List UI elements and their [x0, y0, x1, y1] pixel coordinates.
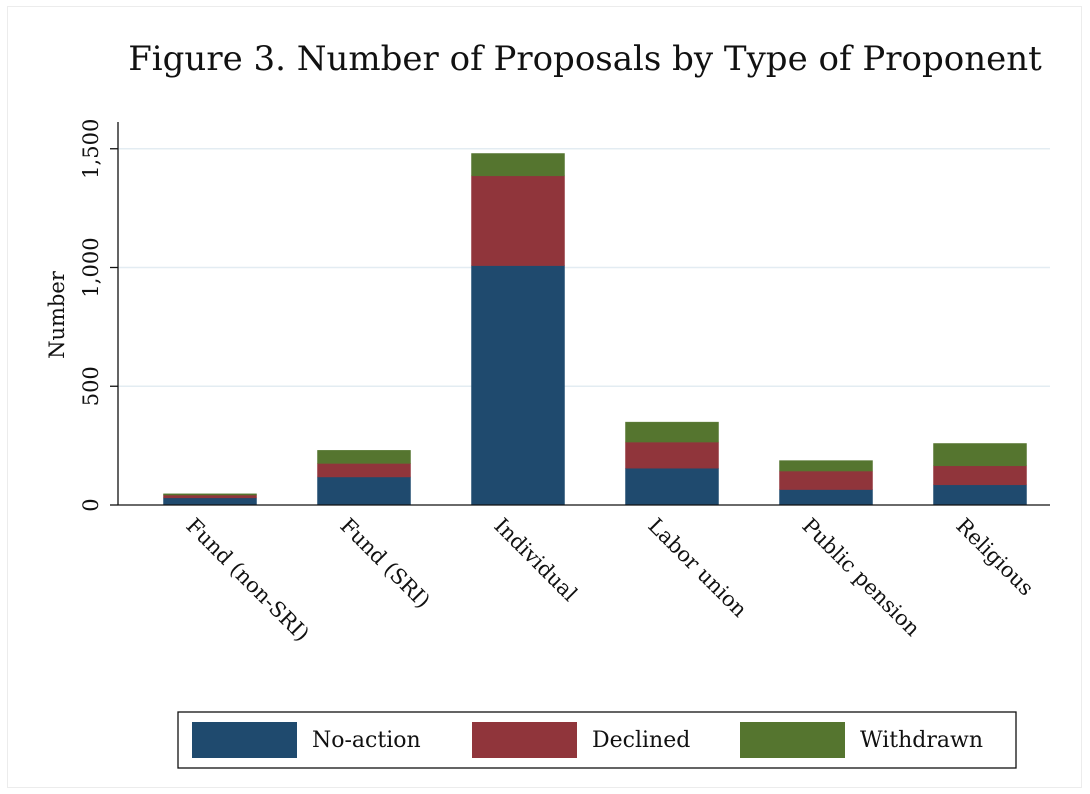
bar-segment — [933, 465, 1027, 486]
legend-swatch — [192, 722, 297, 758]
x-tick-label: Labor union — [643, 514, 751, 622]
legend-swatch — [740, 722, 845, 758]
y-tick-label: 500 — [79, 366, 103, 406]
x-tick-label: Fund (non-SRI) — [181, 514, 314, 647]
bar-segment — [625, 421, 719, 443]
y-tick-label: 1,000 — [79, 237, 103, 297]
legend-label: No-action — [312, 728, 421, 753]
bar-segment — [163, 494, 257, 499]
bar-segment — [625, 441, 719, 469]
bar-segment — [471, 175, 565, 266]
chart-title: Figure 3. Number of Proposals by Type of… — [128, 39, 1042, 79]
y-tick-label: 0 — [79, 498, 103, 511]
legend-swatch — [472, 722, 577, 758]
bar-segment — [317, 450, 411, 464]
gridlines — [118, 148, 1050, 387]
bar-segment — [933, 484, 1027, 506]
legend-box — [177, 711, 1017, 769]
bar-segment — [163, 493, 257, 496]
bar-segment — [317, 476, 411, 506]
legend: No-action Declined Withdrawn — [177, 711, 1017, 769]
bar-segment — [625, 467, 719, 506]
x-tick-label: Religious — [951, 514, 1038, 601]
y-tick-label: 1,500 — [79, 119, 103, 179]
bar-segment — [779, 489, 873, 506]
bar-segment — [317, 463, 411, 478]
x-tick-label: Individual — [489, 514, 582, 607]
x-tick-label: Fund (SRI) — [335, 514, 434, 613]
y-axis-label: Number — [45, 270, 69, 359]
bar-segment — [471, 153, 565, 177]
bar-segment — [163, 497, 257, 506]
bar-segment — [933, 443, 1027, 467]
bar-segment — [779, 470, 873, 490]
bar-segment — [779, 460, 873, 472]
legend-label: Withdrawn — [860, 728, 983, 753]
bar-segment — [471, 265, 565, 506]
bars — [163, 153, 1027, 506]
legend-label: Declined — [592, 728, 690, 753]
x-tick-label: Public pension — [797, 514, 924, 641]
